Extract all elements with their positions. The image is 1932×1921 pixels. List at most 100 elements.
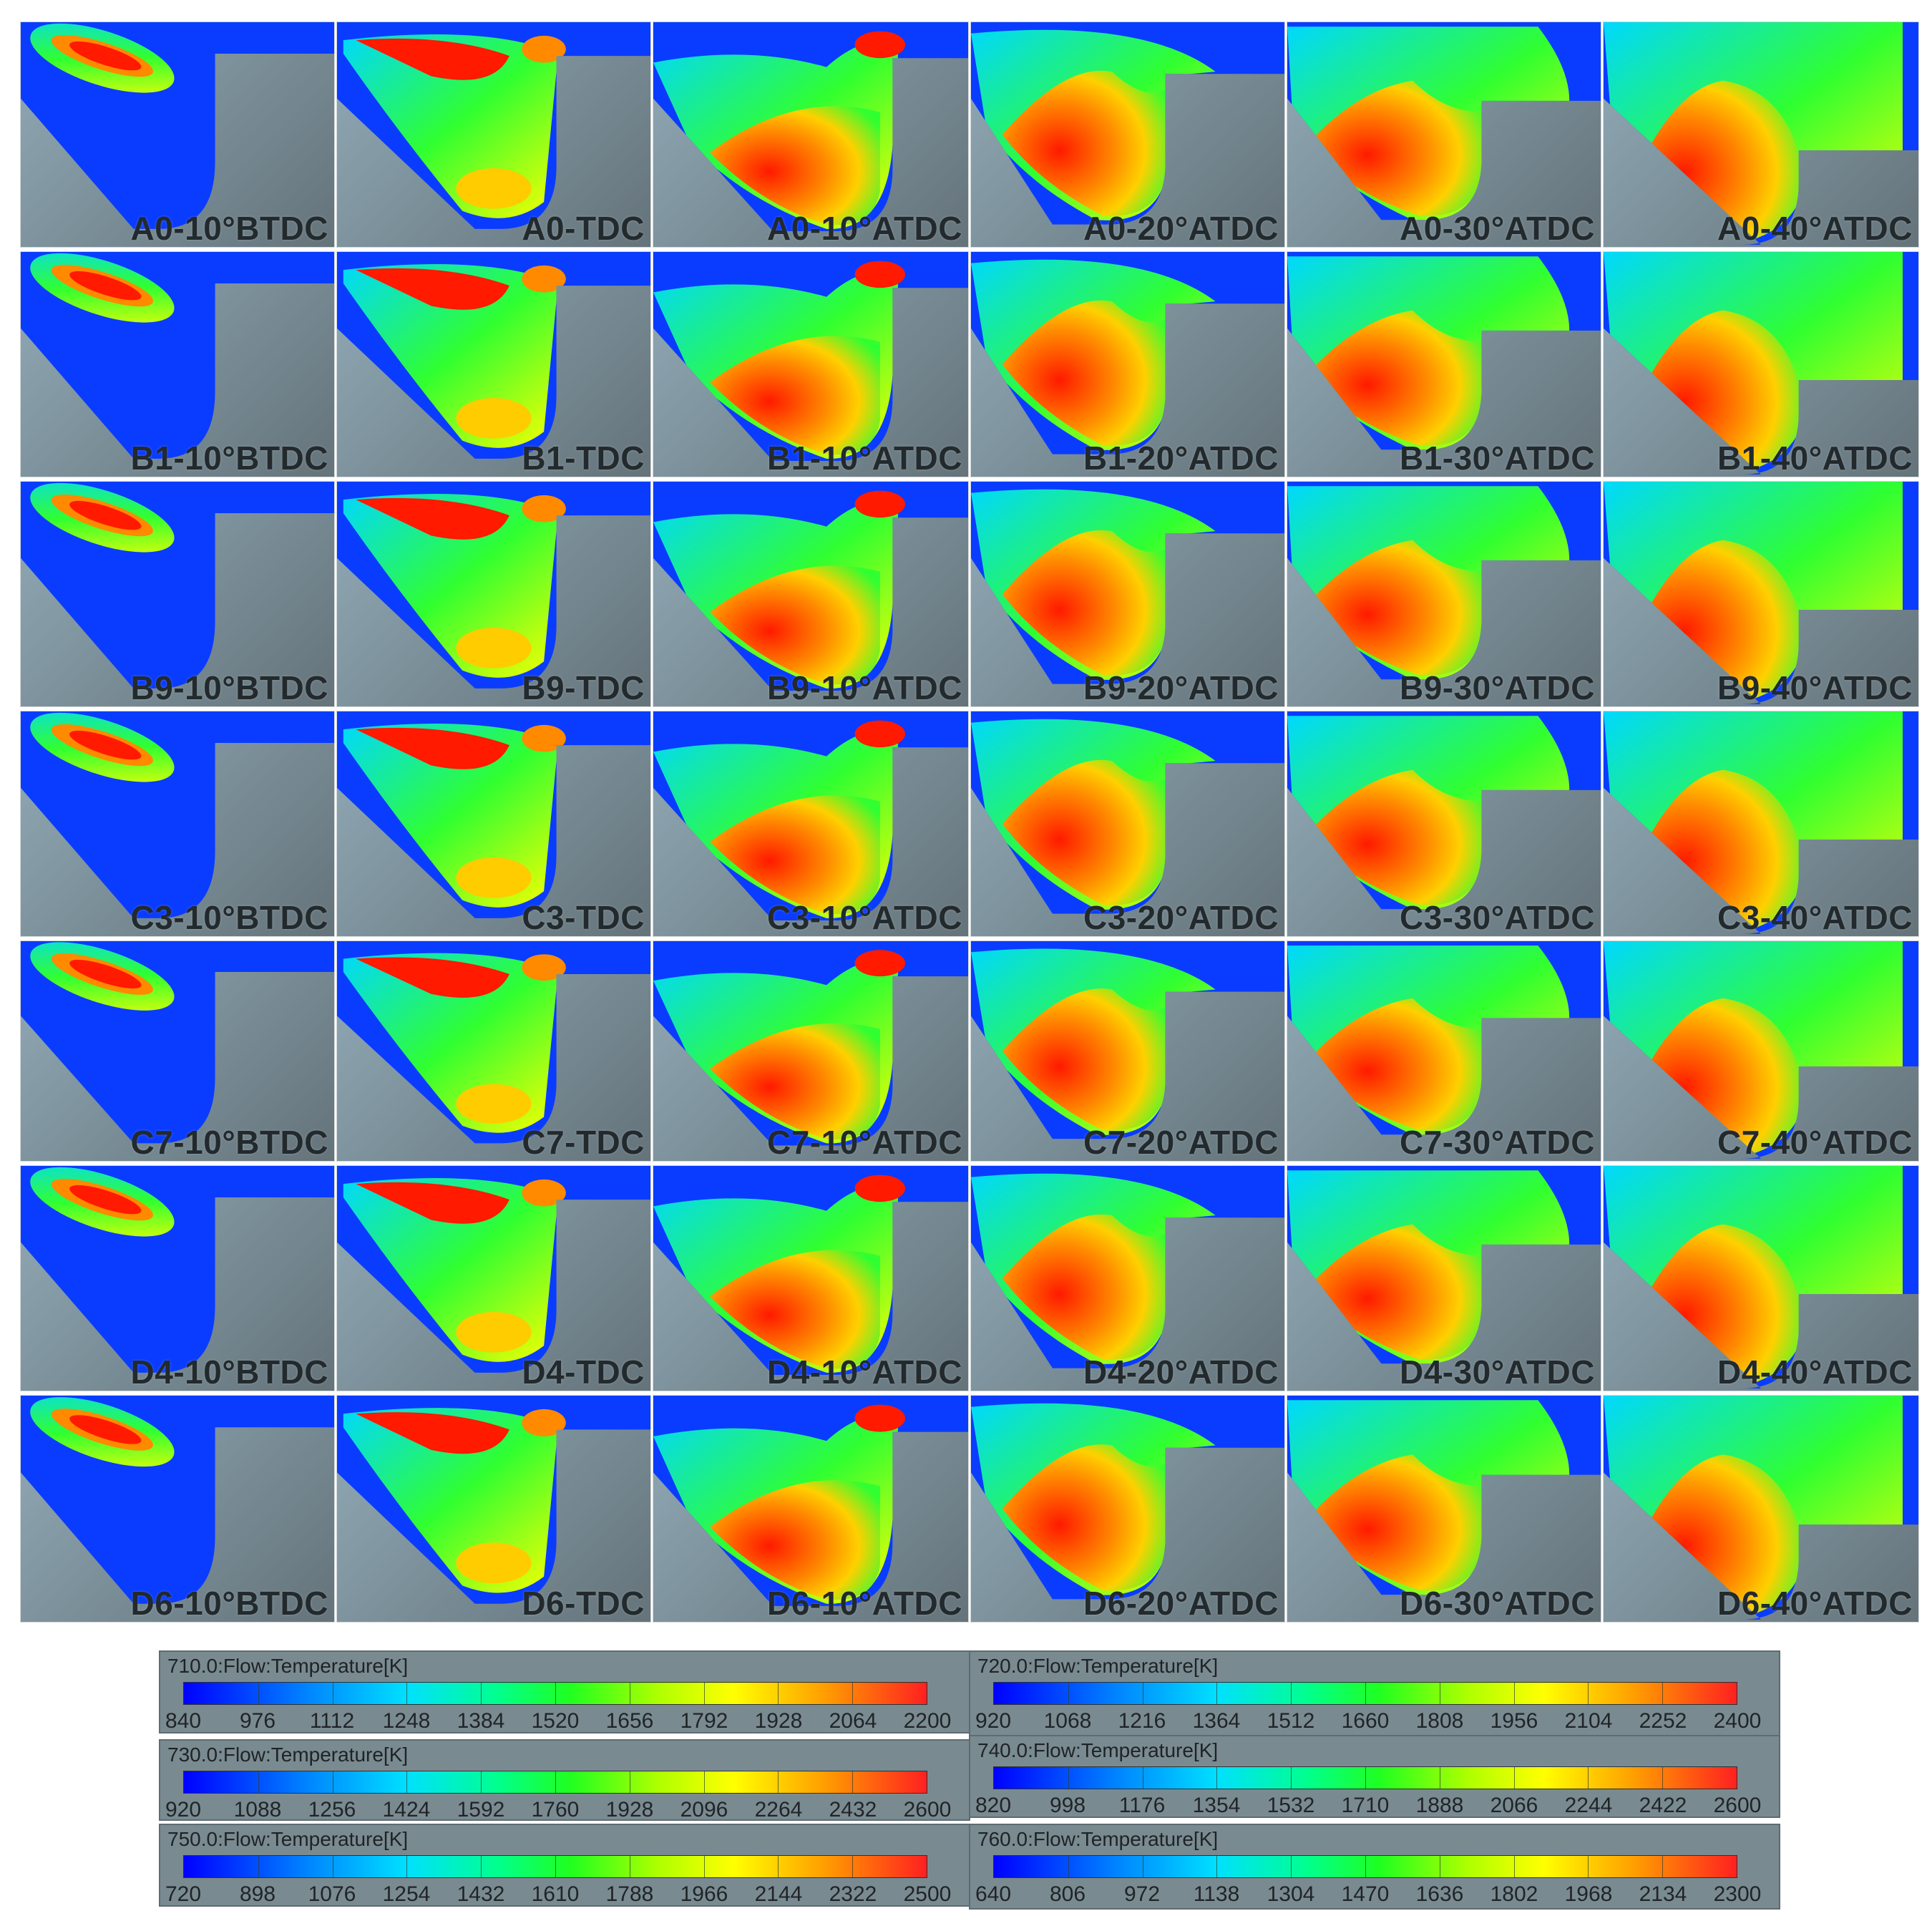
panel-label: D6-10°ATDC <box>766 1585 962 1622</box>
scale-value: 1966 <box>680 1882 728 1906</box>
scale-value: 1792 <box>680 1709 728 1733</box>
temperature-contour <box>1287 941 1601 1135</box>
color-scale-bar <box>993 1766 1737 1789</box>
legend-title: 750.0:Flow:Temperature[K] <box>167 1828 409 1850</box>
scale-tick <box>852 1856 854 1877</box>
temperature-contour <box>653 1166 968 1375</box>
scale-tick <box>258 1856 259 1877</box>
scale-value: 2252 <box>1639 1709 1687 1733</box>
panel-label: B1-TDC <box>522 439 645 477</box>
scale-value: 1808 <box>1415 1709 1464 1733</box>
panel-label: C3-30°ATDC <box>1399 899 1595 936</box>
panel-label: C7-30°ATDC <box>1399 1124 1595 1161</box>
temperature-contour <box>1287 22 1601 220</box>
scale-value: 1254 <box>382 1882 431 1906</box>
temperature-contour <box>21 482 334 689</box>
scale-value: 2400 <box>1713 1709 1762 1733</box>
contour-panel: A0-10°ATDC <box>653 21 969 248</box>
temperature-contour <box>653 252 968 461</box>
panel-label: B9-20°ATDC <box>1083 669 1279 706</box>
scale-value: 1788 <box>605 1882 654 1906</box>
panel-label: C3-40°ATDC <box>1717 899 1913 936</box>
panel-label: B9-10°ATDC <box>766 669 962 706</box>
temperature-legend: 730.0:Flow:Temperature[K] 920 1088 1256 1424… <box>159 1739 970 1821</box>
panel-label: C7-10°ATDC <box>766 1124 962 1161</box>
panel-label: C3-10°ATDC <box>766 899 962 936</box>
temperature-contour <box>971 1396 1284 1600</box>
temperature-contour <box>1604 482 1918 704</box>
temperature-contour-grid: A0-10°BTDC A0-TDC <box>20 21 1919 1623</box>
temperature-contour <box>971 941 1284 1139</box>
contour-panel: C7-40°ATDC <box>1603 940 1919 1162</box>
contour-panel: D4-40°ATDC <box>1603 1165 1919 1391</box>
panel-label: D6-40°ATDC <box>1717 1585 1913 1622</box>
scale-value: 1710 <box>1341 1794 1390 1817</box>
contour-panel: B9-TDC <box>336 481 651 707</box>
contour-panel: D4-30°ATDC <box>1287 1165 1601 1391</box>
contour-panel: A0-40°ATDC <box>1603 21 1919 248</box>
scale-value: 840 <box>165 1709 202 1733</box>
temperature-legend: 750.0:Flow:Temperature[K] 720 898 1076 1254 1… <box>159 1824 970 1907</box>
contour-panel: B1-TDC <box>336 251 651 477</box>
temperature-contour <box>653 1396 968 1606</box>
panel-label: D6-10°BTDC <box>130 1585 328 1622</box>
scale-value: 1660 <box>1341 1709 1390 1733</box>
temperature-contour <box>971 482 1284 684</box>
scale-tick <box>1068 1856 1069 1877</box>
scale-value: 640 <box>975 1882 1012 1906</box>
temperature-contour <box>21 1396 334 1604</box>
temperature-contour <box>1604 941 1918 1159</box>
contour-panel: D6-10°ATDC <box>653 1395 969 1623</box>
scale-tick <box>1513 1683 1515 1704</box>
contour-panel: B1-10°BTDC <box>20 251 335 477</box>
panel-label: A0-40°ATDC <box>1717 210 1913 247</box>
contour-panel: C3-20°ATDC <box>970 711 1285 937</box>
panel-label: D4-40°ATDC <box>1717 1353 1913 1391</box>
panel-label: C7-20°ATDC <box>1083 1124 1279 1161</box>
scale-value: 2600 <box>1713 1794 1762 1817</box>
scale-tick <box>1216 1767 1218 1789</box>
temperature-legend: 710.0:Flow:Temperature[K] 840 976 1112 1248 1… <box>159 1650 970 1733</box>
scale-tick <box>406 1683 408 1704</box>
scale-tick <box>1291 1683 1292 1704</box>
scale-tick <box>703 1771 705 1793</box>
scale-tick <box>1513 1856 1515 1877</box>
scale-tick <box>1662 1767 1664 1789</box>
scale-tick <box>1588 1683 1589 1704</box>
scale-value: 1138 <box>1193 1882 1240 1906</box>
scale-value: 1088 <box>233 1798 282 1821</box>
scale-value: 2066 <box>1490 1794 1538 1817</box>
temperature-contour <box>1604 252 1918 475</box>
temperature-contour <box>21 711 334 918</box>
contour-panel: B1-10°ATDC <box>653 251 969 477</box>
contour-panel: A0-30°ATDC <box>1287 21 1601 248</box>
contour-panel: D4-TDC <box>336 1165 651 1391</box>
panel-label: D4-10°ATDC <box>766 1353 962 1391</box>
contour-panel: B9-30°ATDC <box>1287 481 1601 707</box>
contour-panel: C3-TDC <box>336 711 651 937</box>
panel-label: B1-20°ATDC <box>1083 439 1279 477</box>
scale-tick <box>555 1856 556 1877</box>
scale-value: 2144 <box>754 1882 803 1906</box>
panel-label: B1-10°BTDC <box>130 439 328 477</box>
contour-panel: D6-TDC <box>336 1395 651 1623</box>
scale-value: 998 <box>1049 1794 1086 1817</box>
scale-tick <box>1216 1856 1218 1877</box>
panel-label: B9-TDC <box>522 669 645 706</box>
scale-value: 1592 <box>457 1798 505 1821</box>
scale-value: 1760 <box>531 1798 580 1821</box>
scale-value: 1610 <box>531 1882 580 1906</box>
scale-tick <box>1216 1683 1218 1704</box>
scale-value: 1216 <box>1118 1709 1166 1733</box>
scale-value: 898 <box>239 1882 276 1906</box>
scale-value: 1956 <box>1490 1709 1538 1733</box>
panel-label: C7-TDC <box>522 1124 645 1161</box>
scale-value: 1112 <box>309 1709 355 1733</box>
temperature-contour <box>1604 22 1918 245</box>
scale-tick <box>778 1683 779 1704</box>
panel-label: C7-40°ATDC <box>1717 1124 1913 1161</box>
panel-label: D4-TDC <box>522 1353 645 1391</box>
temperature-contour <box>337 22 650 229</box>
scale-tick <box>406 1771 408 1793</box>
temperature-contour <box>1604 711 1918 934</box>
